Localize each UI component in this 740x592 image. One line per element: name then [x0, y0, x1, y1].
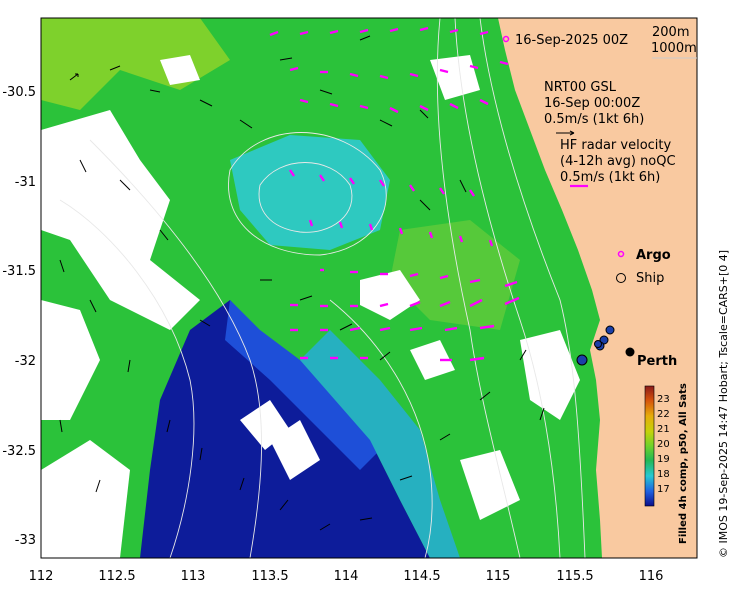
cloud-gap: [460, 450, 520, 520]
colorbar-tick: 22: [657, 409, 670, 420]
x-tick-label: 112: [29, 569, 54, 584]
perth-label: Perth: [637, 354, 677, 369]
plot-frame: [40, 17, 698, 559]
cloud-gap: [360, 270, 420, 320]
colorbar-tick: 21: [657, 424, 670, 435]
hf-radar-arrows: [269, 26, 520, 362]
ship-legend-marker: [616, 273, 626, 283]
radar-scale-label: 0.5m/s (1kt 6h): [560, 170, 660, 185]
isobath-1000-label: 1000m: [651, 41, 697, 56]
y-axis-ticks: -30.5 -31 -31.5 -32 -32.5 -33: [2, 85, 36, 548]
y-tick-label: -31.5: [2, 264, 36, 279]
y-tick-label: -30.5: [2, 85, 36, 100]
argo-legend-label: Argo: [636, 248, 671, 263]
x-tick-label: 114: [334, 569, 359, 584]
x-tick-label: 115.5: [556, 569, 593, 584]
bathymetry-contours: [59, 18, 586, 558]
cloud-gap: [430, 55, 480, 100]
sst-cyan-band: [300, 330, 460, 558]
x-tick-label: 112.5: [98, 569, 135, 584]
cloud-gap: [160, 55, 200, 85]
perth-marker: [625, 347, 635, 357]
isobath-200-label: 200m: [652, 25, 689, 40]
colorbar: [644, 385, 655, 507]
y-tick-label: -32.5: [2, 444, 36, 459]
cloud-gap: [410, 340, 455, 380]
model-time-label: 16-Sep 00:00Z: [544, 96, 640, 111]
colorbar-tick: 17: [657, 484, 670, 495]
x-tick-label: 113: [181, 569, 206, 584]
cloud-gap: [520, 330, 580, 420]
colorbar-tick: 18: [657, 469, 670, 480]
radar-line2-label: (4-12h avg) noQC: [560, 154, 676, 169]
model-scale-arrowhead: [569, 130, 575, 136]
x-tick-label: 113.5: [251, 569, 288, 584]
cloud-gap: [41, 110, 200, 330]
x-tick-label: 114.5: [403, 569, 440, 584]
sst-cold-water-edge: [225, 300, 380, 470]
colorbar-title: Filled 4h comp, p50, All Sats: [678, 383, 689, 544]
model-scale-label: 0.5m/s (1kt 6h): [544, 112, 644, 127]
date-marker: [502, 35, 510, 43]
cloud-gap: [240, 400, 290, 450]
x-axis-ticks: 112 112.5 113 113.5 114 114.5 115 115.5 …: [29, 569, 664, 584]
x-tick-label: 116: [639, 569, 664, 584]
sst-cyan-eddy: [230, 135, 390, 250]
y-tick-label: -31: [15, 175, 36, 190]
credit-text: © IMOS 19-Sep-2025 14:47 Hobart; Tscale=…: [717, 250, 730, 558]
sst-patch-light-green: [41, 18, 230, 110]
argo-legend-marker: [617, 250, 625, 258]
radar-line1-label: HF radar velocity: [560, 138, 672, 153]
sst-patch-light-green: [390, 220, 520, 330]
model-name-label: NRT00 GSL: [544, 80, 617, 95]
cloud-gap: [41, 300, 100, 420]
y-tick-label: -32: [15, 354, 36, 369]
y-tick-label: -33: [15, 533, 36, 548]
colorbar-tick: 19: [657, 454, 670, 465]
ship-markers: [576, 325, 615, 366]
x-tick-label: 115: [486, 569, 511, 584]
model-current-arrows: [59, 35, 545, 531]
cloud-gap: [41, 440, 130, 558]
colorbar-tick: 20: [657, 439, 670, 450]
ship-legend-label: Ship: [636, 271, 664, 286]
date-label: 16-Sep-2025 00Z: [515, 33, 628, 48]
colorbar-tick: 23: [657, 394, 670, 405]
